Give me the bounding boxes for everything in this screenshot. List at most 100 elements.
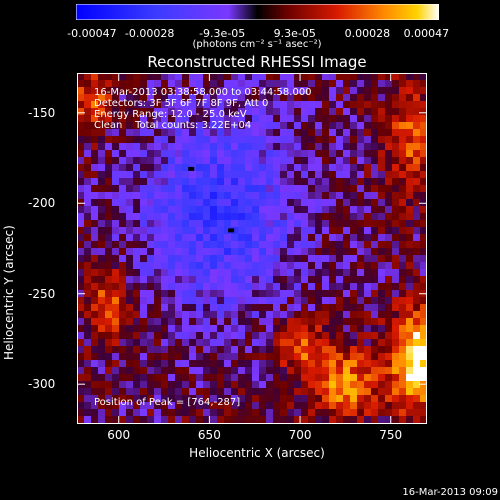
heatmap-cell bbox=[119, 374, 126, 381]
heatmap-cell bbox=[238, 192, 245, 199]
heatmap-cell bbox=[189, 206, 196, 213]
heatmap-cell bbox=[420, 227, 427, 234]
heatmap-cell bbox=[273, 395, 280, 402]
heatmap-cell bbox=[364, 150, 371, 157]
heatmap-cell bbox=[308, 73, 315, 80]
heatmap-cell bbox=[301, 381, 308, 388]
heatmap-cell bbox=[371, 115, 378, 122]
heatmap-cell bbox=[245, 192, 252, 199]
heatmap-cell bbox=[280, 101, 287, 108]
heatmap-cell bbox=[392, 255, 399, 262]
heatmap-cell bbox=[112, 192, 119, 199]
heatmap-cell bbox=[189, 269, 196, 276]
heatmap-cell bbox=[252, 234, 259, 241]
heatmap-cell bbox=[133, 143, 140, 150]
heatmap-cell bbox=[133, 178, 140, 185]
heatmap-cell bbox=[84, 206, 91, 213]
heatmap-cell bbox=[399, 409, 406, 416]
heatmap-cell bbox=[91, 248, 98, 255]
heatmap-cell bbox=[224, 255, 231, 262]
heatmap-cell bbox=[182, 248, 189, 255]
heatmap-cell bbox=[189, 150, 196, 157]
heatmap-cell bbox=[182, 255, 189, 262]
heatmap-cell bbox=[357, 269, 364, 276]
heatmap-cell bbox=[343, 101, 350, 108]
heatmap-cell bbox=[364, 311, 371, 318]
heatmap-cell bbox=[224, 129, 231, 136]
heatmap-cell bbox=[119, 241, 126, 248]
heatmap-cell bbox=[126, 353, 133, 360]
heatmap-cell bbox=[231, 353, 238, 360]
heatmap-cell bbox=[231, 304, 238, 311]
heatmap-cell bbox=[378, 150, 385, 157]
heatmap-cell bbox=[259, 353, 266, 360]
heatmap-cell bbox=[336, 276, 343, 283]
heatmap-cell bbox=[210, 346, 217, 353]
heatmap-cell bbox=[140, 304, 147, 311]
heatmap-cell bbox=[77, 150, 84, 157]
heatmap-cell bbox=[168, 276, 175, 283]
heatmap-cell bbox=[133, 227, 140, 234]
heatmap-cell bbox=[140, 276, 147, 283]
heatmap-cell bbox=[315, 241, 322, 248]
heatmap-cell bbox=[350, 171, 357, 178]
heatmap-cell bbox=[98, 192, 105, 199]
heatmap-cell bbox=[336, 206, 343, 213]
heatmap-cell bbox=[245, 185, 252, 192]
heatmap-cell bbox=[336, 409, 343, 416]
heatmap-cell bbox=[406, 136, 413, 143]
heatmap-cell bbox=[308, 227, 315, 234]
heatmap-cell bbox=[301, 409, 308, 416]
heatmap-cell bbox=[161, 227, 168, 234]
heatmap-cell bbox=[371, 290, 378, 297]
heatmap-cell bbox=[350, 402, 357, 409]
heatmap-cell bbox=[392, 164, 399, 171]
heatmap-cell bbox=[238, 346, 245, 353]
heatmap-cell bbox=[336, 241, 343, 248]
heatmap-cell bbox=[224, 108, 231, 115]
heatmap-cell bbox=[266, 402, 273, 409]
heatmap-cell bbox=[154, 367, 161, 374]
heatmap-cell bbox=[315, 290, 322, 297]
heatmap-cell bbox=[336, 416, 343, 423]
heatmap-cell bbox=[266, 234, 273, 241]
heatmap-cell bbox=[98, 402, 105, 409]
heatmap-cell bbox=[399, 395, 406, 402]
heatmap-cell bbox=[420, 171, 427, 178]
heatmap-cell bbox=[84, 185, 91, 192]
heatmap-cell bbox=[406, 206, 413, 213]
heatmap-cell bbox=[273, 122, 280, 129]
heatmap-cell bbox=[112, 255, 119, 262]
heatmap-cell bbox=[287, 311, 294, 318]
heatmap-cell bbox=[259, 115, 266, 122]
heatmap-cell bbox=[84, 325, 91, 332]
heatmap-cell bbox=[287, 227, 294, 234]
heatmap-cell bbox=[175, 171, 182, 178]
heatmap-cell bbox=[392, 150, 399, 157]
heatmap-cell bbox=[168, 129, 175, 136]
heatmap-cell bbox=[168, 206, 175, 213]
heatmap-cell bbox=[224, 234, 231, 241]
heatmap-cell bbox=[84, 367, 91, 374]
heatmap-cell bbox=[210, 227, 217, 234]
heatmap-cell bbox=[210, 115, 217, 122]
heatmap-cell bbox=[168, 255, 175, 262]
heatmap-cell bbox=[266, 276, 273, 283]
heatmap-cell bbox=[105, 409, 112, 416]
heatmap-cell bbox=[231, 227, 238, 234]
heatmap-cell bbox=[371, 297, 378, 304]
heatmap-cell bbox=[315, 157, 322, 164]
heatmap-cell bbox=[245, 269, 252, 276]
heatmap-cell bbox=[364, 416, 371, 423]
heatmap-cell bbox=[77, 87, 84, 94]
heatmap-cell bbox=[147, 192, 154, 199]
heatmap-cell bbox=[294, 241, 301, 248]
heatmap-cell bbox=[91, 108, 98, 115]
heatmap-cell bbox=[161, 409, 168, 416]
heatmap-cell bbox=[385, 241, 392, 248]
heatmap-cell bbox=[399, 339, 406, 346]
heatmap-cell bbox=[238, 325, 245, 332]
heatmap-cell bbox=[273, 262, 280, 269]
heatmap-cell bbox=[224, 80, 231, 87]
heatmap-cell bbox=[189, 185, 196, 192]
